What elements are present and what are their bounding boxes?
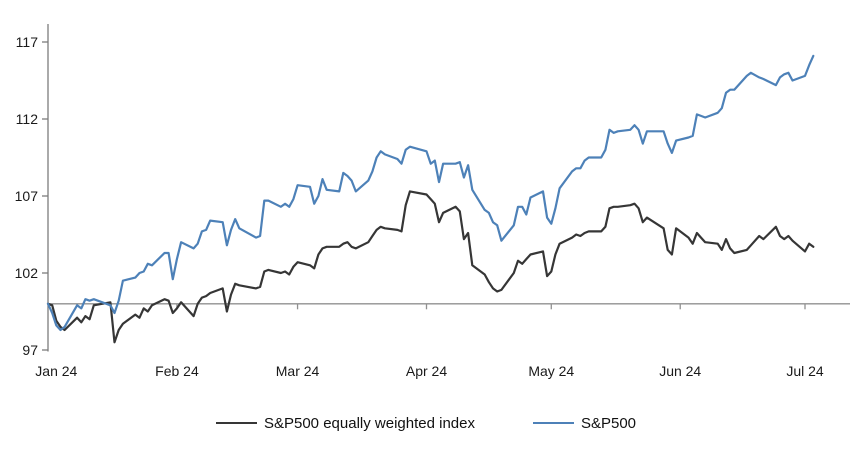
y-tick-label: 112: [16, 111, 39, 127]
series-line-s-p500: [46, 54, 815, 332]
x-tick-label: Jan 24: [35, 363, 77, 379]
y-tick-label: 102: [15, 265, 39, 281]
x-tick-label: Feb 24: [155, 363, 199, 379]
x-tick-label: Jul 24: [786, 363, 824, 379]
y-tick-label: 117: [16, 34, 39, 50]
series-line-s-p500-equally-weighted-index: [46, 190, 815, 344]
legend-swatch-sp500-equal-weight: [215, 422, 257, 424]
x-tick-label: May 24: [528, 363, 574, 379]
x-tick-label: Apr 24: [406, 363, 447, 379]
y-tick-label: 97: [22, 342, 38, 358]
y-tick-label: 107: [15, 188, 39, 204]
x-tick-label: Jun 24: [659, 363, 701, 379]
x-tick-label: Mar 24: [276, 363, 320, 379]
legend: S&P500 equally weighted index S&P500: [0, 411, 852, 435]
legend-label-sp500: S&P500: [580, 414, 637, 432]
legend-item-sp500: S&P500: [532, 414, 637, 432]
legend-item-sp500-equal-weight: S&P500 equally weighted index: [215, 414, 475, 432]
legend-swatch-sp500: [532, 422, 574, 424]
legend-label-sp500-equal-weight: S&P500 equally weighted index: [263, 414, 475, 432]
